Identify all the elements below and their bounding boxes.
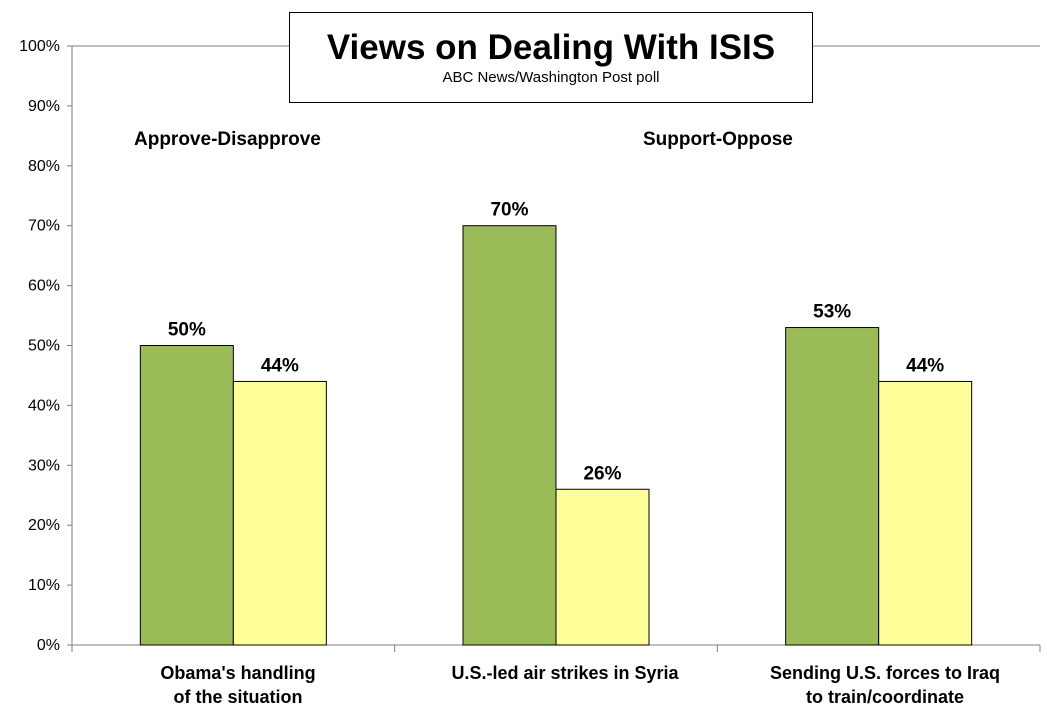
y-tick-label: 80% (28, 158, 60, 175)
bar (232, 380, 327, 646)
group-label-support-oppose: Support-Oppose (643, 129, 793, 150)
bar-data-label: 53% (813, 302, 851, 323)
bar (878, 380, 973, 646)
bar-data-label: 26% (583, 463, 621, 484)
chart-subtitle: ABC News/Washington Post poll (442, 69, 660, 86)
group-label-approve-disapprove: Approve-Disapprove (134, 129, 321, 150)
bar (555, 488, 650, 646)
y-tick-label: 10% (28, 577, 60, 594)
bar (139, 345, 234, 646)
bar-data-label: 70% (490, 200, 528, 221)
chart-title: Views on Dealing With ISIS (326, 28, 776, 67)
bar (785, 327, 880, 646)
category-label-air-strikes: U.S.-led air strikes in Syria (451, 663, 679, 683)
y-tick-label: 100% (19, 38, 60, 55)
category-label-obama: Obama's handling of the situation (160, 663, 316, 707)
y-tick-label: 70% (28, 218, 60, 235)
y-tick-label: 30% (28, 457, 60, 474)
y-tick-label: 0% (37, 637, 60, 654)
bar (462, 225, 557, 646)
bar-data-label: 50% (168, 320, 206, 341)
y-tick-label: 50% (28, 338, 60, 355)
y-tick-label: 40% (28, 397, 60, 414)
bar-data-label: 44% (906, 355, 944, 376)
y-tick-label: 20% (28, 517, 60, 534)
title-box: Views on Dealing With ISIS ABC News/Wash… (289, 12, 813, 103)
category-label-us-forces: Sending U.S. forces to Iraq to train/coo… (769, 663, 1001, 707)
y-tick-label: 90% (28, 98, 60, 115)
y-tick-label: 60% (28, 278, 60, 295)
bar-data-label: 44% (261, 355, 299, 376)
